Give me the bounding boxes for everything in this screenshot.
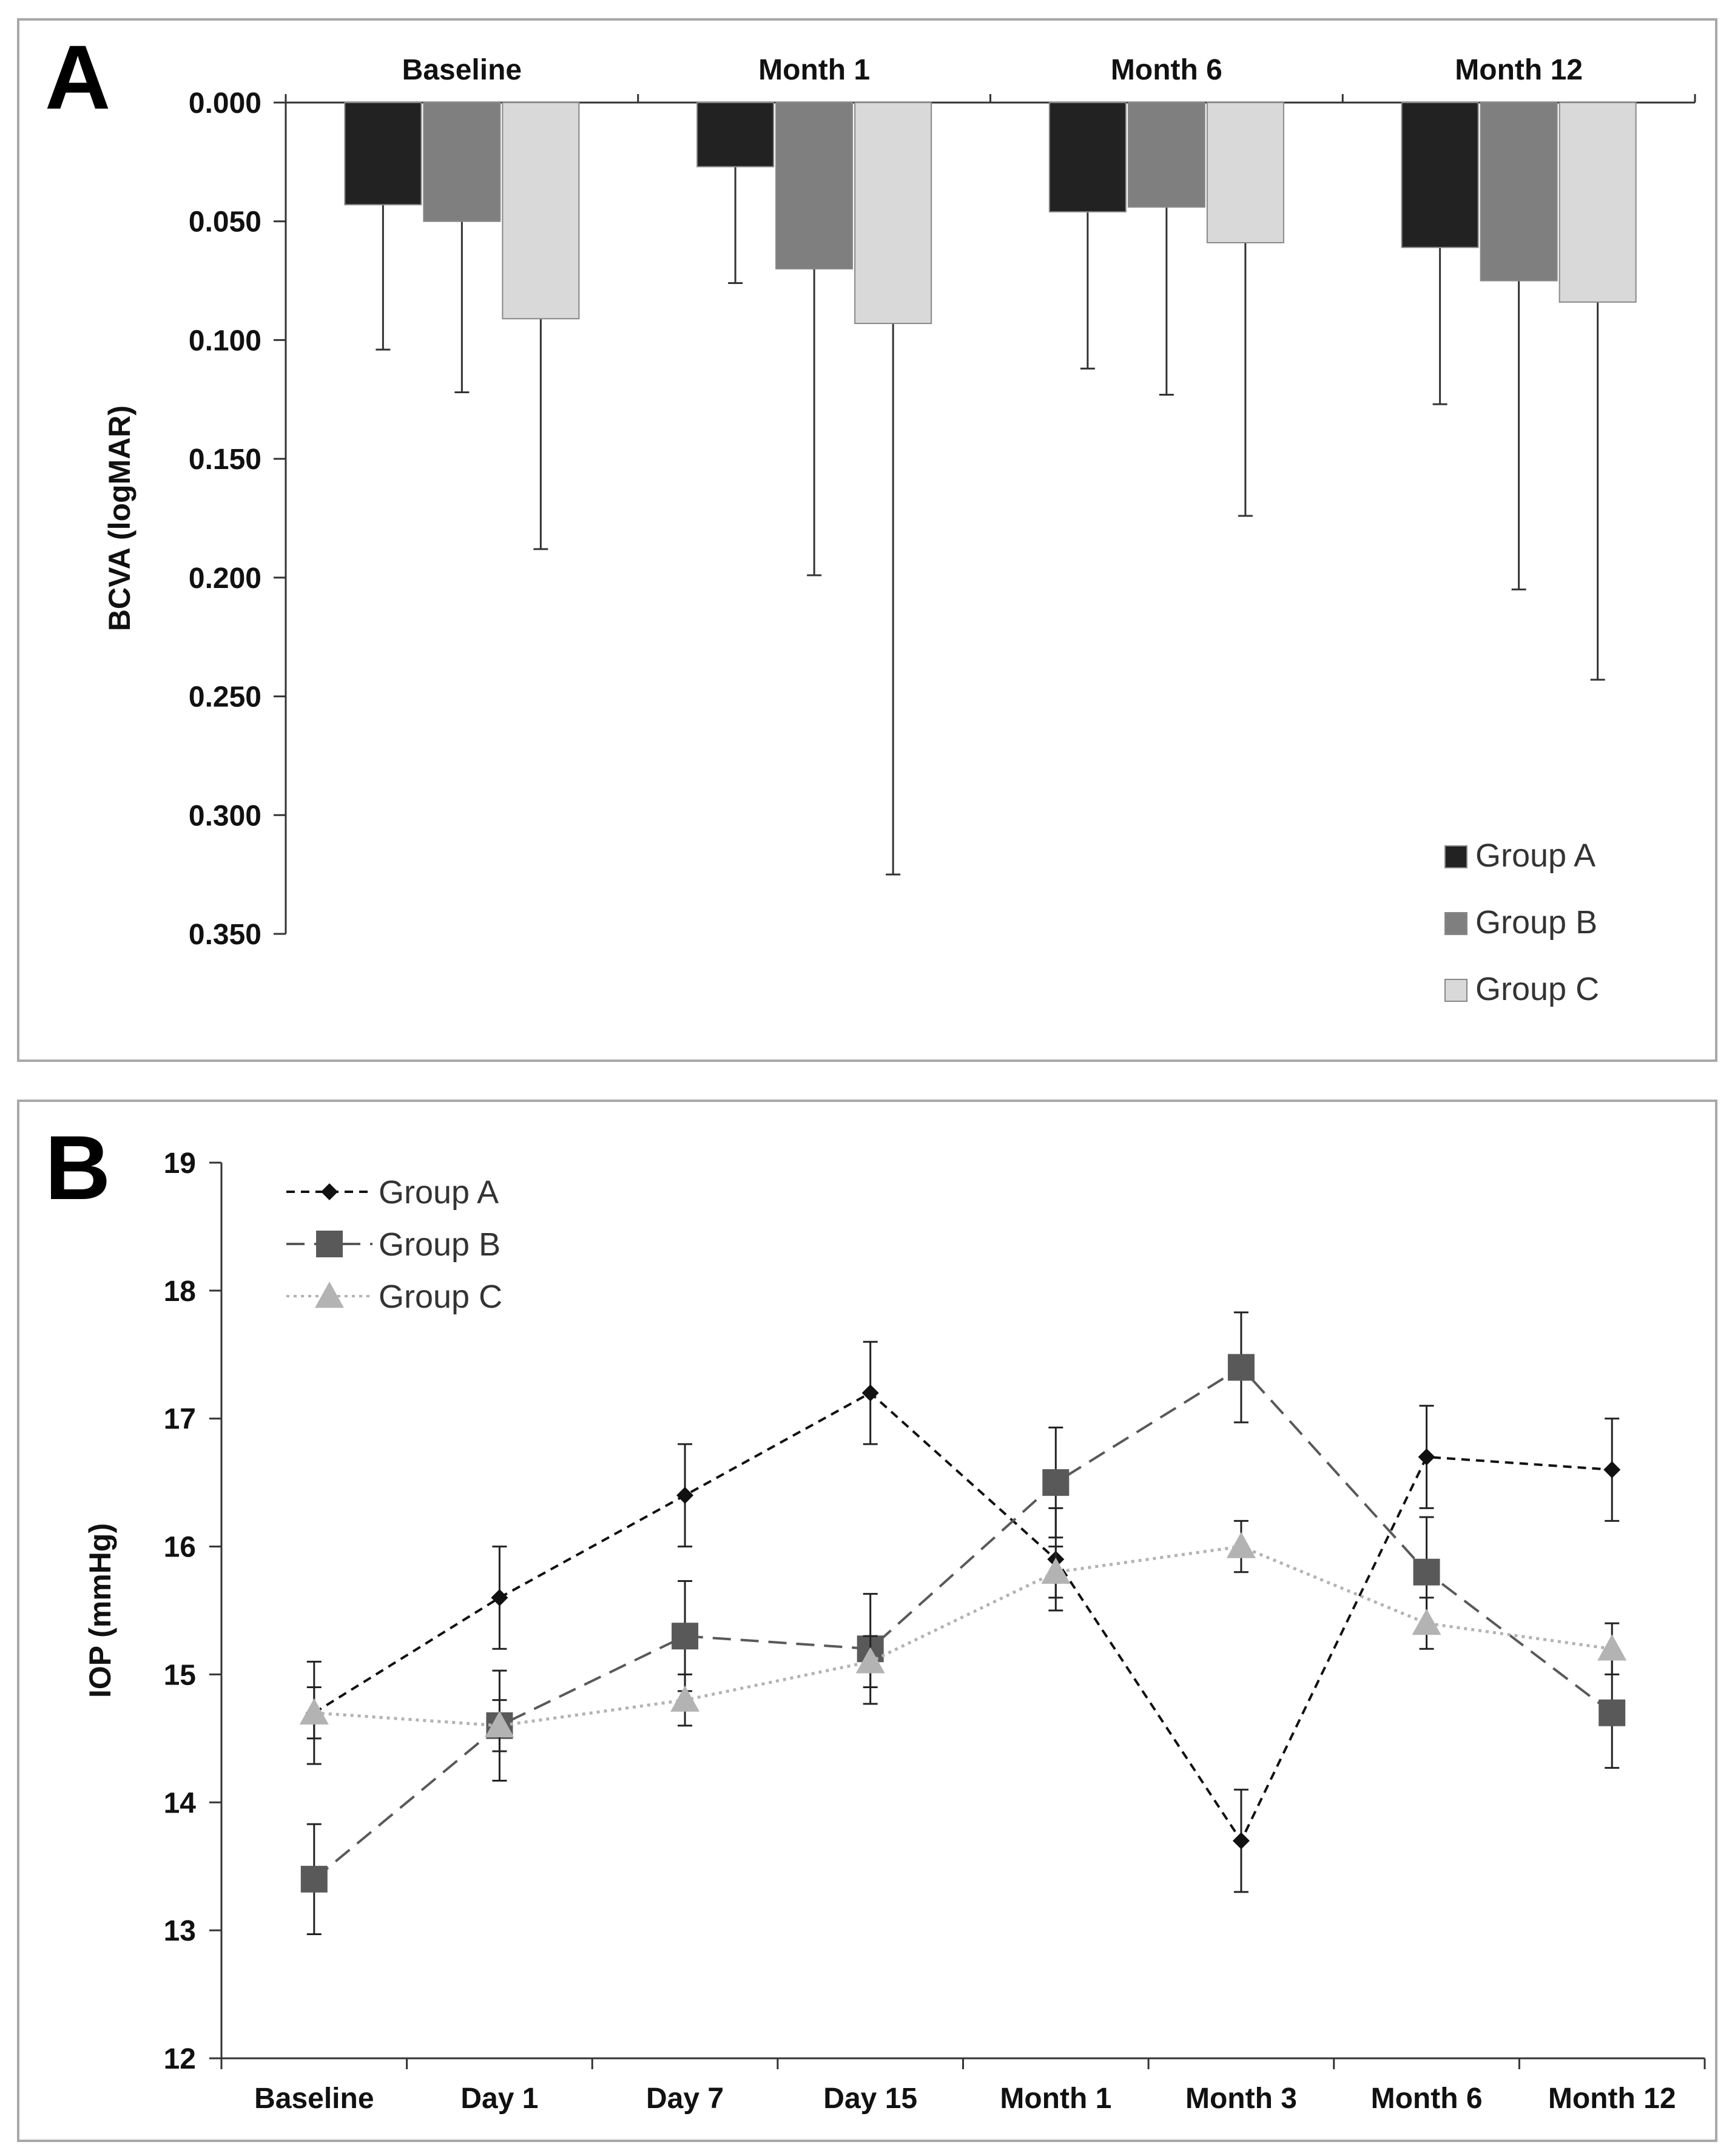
x-category-label: Month 6: [1371, 2083, 1483, 2115]
data-point-group-a: [1603, 1461, 1621, 1479]
x-category-label: Baseline: [402, 54, 522, 86]
panel-letter-a: A: [45, 26, 110, 128]
x-category-label: Month 12: [1455, 54, 1583, 86]
data-point-group-c: [1597, 1634, 1627, 1661]
bar-group-c: [854, 102, 932, 325]
bar-group-a: [344, 102, 422, 206]
bar-group-b: [423, 102, 501, 222]
y-tick-label: 17: [164, 1404, 196, 1436]
data-point-group-a: [676, 1487, 694, 1504]
y-tick-label: 19: [164, 1147, 196, 1180]
y-tick-label: 0.350: [189, 919, 261, 951]
legend-swatch: [1444, 845, 1467, 868]
data-point-group-c: [1041, 1557, 1071, 1584]
bar-group-b: [1127, 102, 1205, 208]
data-point-group-c: [299, 1698, 329, 1725]
y-axis-title: IOP (mmHg): [83, 1523, 117, 1698]
y-tick-label: 0.050: [189, 206, 261, 238]
y-tick-label: 15: [164, 1659, 196, 1691]
iop-chart: B 12 13 14 15 16 17 18 19 Baseline Day 1 Day 7 Day …: [45, 1117, 1706, 2115]
y-axis-title: BCVA (logMAR): [103, 405, 136, 631]
legend-label: Group C: [379, 1279, 502, 1315]
legend-label: Group A: [1475, 837, 1596, 874]
data-point-group-b: [1042, 1469, 1070, 1496]
x-category-label: Day 7: [646, 2083, 724, 2115]
x-category-label: Month 1: [758, 54, 870, 86]
data-point-group-a: [1418, 1448, 1435, 1465]
x-category-label: Baseline: [254, 2083, 374, 2115]
bar-group-b: [1480, 102, 1558, 282]
panel-b-line-chart: B 12 13 14 15 16 17 18 19 Baseline Day 1 Day 7 Day …: [17, 1100, 1717, 2142]
legend-label: Group B: [1475, 904, 1597, 941]
bar-group-a: [696, 102, 775, 167]
bar-group-a: [1048, 102, 1127, 213]
legend-swatch: [1444, 979, 1467, 1002]
legend-marker: [316, 1231, 343, 1257]
y-tick-label: 14: [164, 1787, 197, 1819]
data-point-group-b: [1599, 1699, 1626, 1726]
data-point-group-c: [1412, 1609, 1441, 1635]
y-tick-label: 12: [164, 2043, 196, 2075]
y-tick-label: 0.250: [189, 681, 261, 714]
series-line-group-c: [314, 1545, 1612, 1728]
series-line-group-b: [313, 1365, 1613, 1881]
bcva-chart: A 0.000 0.050 0.100 0.150 0.200 0.250 0.300 0.3…: [45, 26, 1696, 1007]
panel-letter-b: B: [45, 1117, 110, 1218]
legend-label: Group C: [1475, 971, 1599, 1007]
x-category-label: Day 1: [460, 2083, 538, 2115]
y-tick-label: 0.100: [189, 325, 261, 357]
data-point-group-c: [855, 1647, 885, 1674]
data-point-group-c: [1226, 1532, 1256, 1558]
data-point-group-b: [1227, 1354, 1255, 1381]
data-point-group-c: [670, 1685, 700, 1712]
data-point-group-b: [672, 1623, 699, 1650]
y-tick-label: 18: [164, 1276, 196, 1308]
y-tick-label: 16: [164, 1532, 196, 1564]
legend-swatch: [1444, 912, 1467, 935]
y-tick-label: 0.150: [189, 444, 261, 476]
x-category-label: Month 3: [1185, 2083, 1297, 2115]
legend-label: Group A: [379, 1174, 499, 1211]
data-point-group-a: [1232, 1832, 1250, 1850]
y-tick-label: 0.000: [189, 87, 261, 120]
data-point-group-a: [861, 1384, 879, 1402]
data-point-group-a: [491, 1589, 508, 1606]
data-point-group-b: [1413, 1558, 1440, 1586]
legend-label: Group B: [379, 1226, 500, 1263]
bar-group-c: [1558, 102, 1637, 303]
x-category-label: Month 1: [1000, 2083, 1111, 2115]
y-tick-label: 0.300: [189, 800, 261, 832]
legend-marker: [321, 1183, 338, 1200]
bar-group-c: [502, 102, 580, 320]
x-category-label: Month 6: [1111, 54, 1222, 86]
bar-group-a: [1401, 102, 1479, 248]
y-tick-label: 13: [164, 1915, 196, 1947]
data-point-group-b: [300, 1865, 328, 1893]
bar-group-b: [775, 102, 854, 269]
data-point-group-c: [485, 1711, 514, 1737]
x-category-label: Day 15: [823, 2083, 917, 2115]
panel-a-bar-chart: A 0.000 0.050 0.100 0.150 0.200 0.250 0.300 0.3…: [17, 18, 1717, 1062]
y-tick-label: 0.200: [189, 563, 261, 595]
legend-marker: [315, 1282, 344, 1308]
bar-group-c: [1206, 102, 1284, 243]
series-line-group-a: [313, 1391, 1612, 1843]
x-category-label: Month 12: [1548, 2083, 1676, 2115]
